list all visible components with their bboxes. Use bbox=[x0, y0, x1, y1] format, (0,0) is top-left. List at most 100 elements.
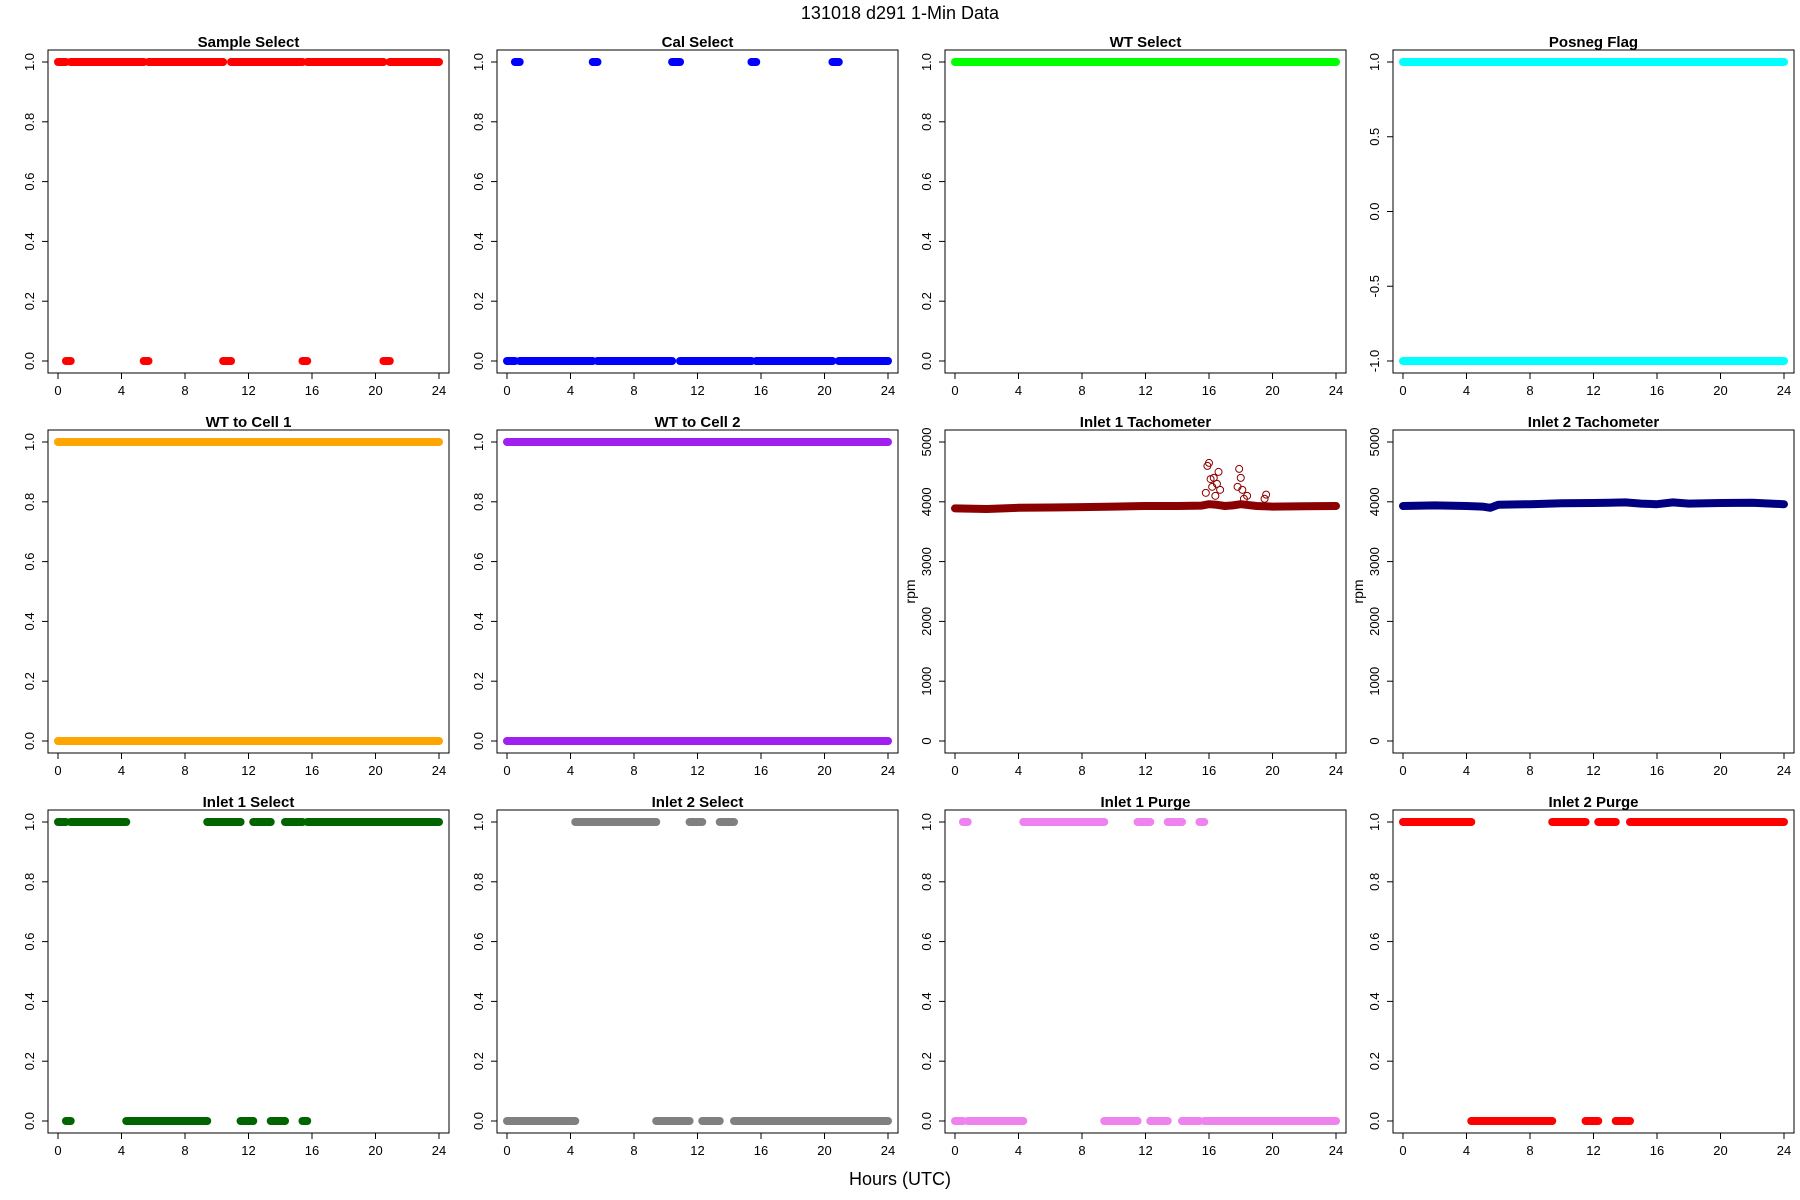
y-tick-label: 0.2 bbox=[22, 672, 37, 690]
x-tick-label: 4 bbox=[567, 1143, 574, 1158]
y-axis-label: rpm bbox=[1350, 579, 1366, 603]
x-tick-label: 20 bbox=[1713, 763, 1727, 778]
plot-frame bbox=[496, 809, 899, 1134]
data-point bbox=[1209, 473, 1218, 482]
panel-title: WT to Cell 2 bbox=[655, 414, 741, 431]
y-tick-label: 0.2 bbox=[919, 292, 934, 310]
y-tick-label: 4000 bbox=[1367, 487, 1382, 516]
x-tick-label: 8 bbox=[181, 763, 188, 778]
y-tick-label: 5000 bbox=[1367, 428, 1382, 457]
chart-panel: Sample Select 0 4 8 12 16 20 24 0.0 0.2 0.4 0.6 0.8 1… bbox=[22, 34, 450, 398]
y-tick-label: 0.8 bbox=[22, 873, 37, 891]
y-tick-label: 0.4 bbox=[919, 992, 934, 1010]
data-point bbox=[1238, 485, 1247, 494]
x-tick-label: 0 bbox=[54, 1143, 61, 1158]
x-tick-label: 8 bbox=[630, 383, 637, 398]
x-tick-label: 8 bbox=[1078, 383, 1085, 398]
x-tick-label: 16 bbox=[1202, 763, 1216, 778]
y-tick-label: 0 bbox=[1367, 737, 1382, 744]
y-tick-label: 1.0 bbox=[1367, 53, 1382, 71]
panel-title: Cal Select bbox=[662, 34, 734, 51]
x-tick-label: 0 bbox=[951, 383, 958, 398]
x-tick-label: 24 bbox=[432, 763, 446, 778]
x-tick-label: 12 bbox=[241, 383, 255, 398]
x-tick-label: 0 bbox=[54, 383, 61, 398]
x-tick-label: 12 bbox=[1138, 763, 1152, 778]
plot-frame bbox=[944, 49, 1347, 374]
y-tick-label: 0.2 bbox=[471, 292, 486, 310]
x-tick-label: 16 bbox=[305, 1143, 319, 1158]
x-tick-label: 0 bbox=[503, 763, 510, 778]
y-tick-label: 0.2 bbox=[919, 1052, 934, 1070]
x-tick-label: 20 bbox=[1265, 763, 1279, 778]
panel-title: Inlet 2 Purge bbox=[1548, 794, 1638, 811]
x-tick-label: 24 bbox=[881, 763, 895, 778]
y-tick-label: 4000 bbox=[919, 487, 934, 516]
x-tick-label: 20 bbox=[817, 763, 831, 778]
plot-frame bbox=[944, 429, 1347, 754]
x-tick-label: 0 bbox=[951, 763, 958, 778]
x-tick-label: 4 bbox=[1463, 763, 1470, 778]
x-tick-label: 0 bbox=[54, 763, 61, 778]
y-tick-label: 0.0 bbox=[22, 352, 37, 370]
x-tick-label: 8 bbox=[630, 763, 637, 778]
x-tick-label: 16 bbox=[1202, 383, 1216, 398]
y-tick-label: 1000 bbox=[919, 667, 934, 696]
y-tick-label: 1.0 bbox=[919, 813, 934, 831]
x-tick-label: 0 bbox=[1399, 383, 1406, 398]
x-tick-label: 16 bbox=[754, 383, 768, 398]
figure-title: 131018 d291 1-Min Data bbox=[801, 3, 1000, 23]
x-tick-label: 8 bbox=[1526, 763, 1533, 778]
y-tick-label: 0.0 bbox=[471, 1112, 486, 1130]
y-tick-label: 0.8 bbox=[22, 113, 37, 131]
x-tick-label: 16 bbox=[1650, 763, 1664, 778]
y-tick-label: 0 bbox=[919, 737, 934, 744]
x-tick-label: 0 bbox=[1399, 763, 1406, 778]
x-tick-label: 20 bbox=[368, 763, 382, 778]
y-tick-label: 0.2 bbox=[471, 672, 486, 690]
x-tick-label: 8 bbox=[181, 1143, 188, 1158]
figure-x-axis-label: Hours (UTC) bbox=[849, 1169, 951, 1189]
y-tick-label: -0.5 bbox=[1367, 275, 1382, 297]
chart-panel: Cal Select 0 4 8 12 16 20 24 0.0 0.2 0.4 0.6 0.8 1.0 bbox=[471, 34, 899, 398]
data-point bbox=[1201, 488, 1210, 497]
x-tick-label: 12 bbox=[1586, 763, 1600, 778]
y-tick-label: 0.8 bbox=[471, 113, 486, 131]
chart-panel: Inlet 1 Tachometer 0 4 8 12 16 20 24 0 1000 2000 30… bbox=[902, 414, 1347, 778]
x-tick-label: 0 bbox=[1399, 1143, 1406, 1158]
y-tick-label: 0.6 bbox=[471, 553, 486, 571]
chart-panel: Inlet 2 Purge 0 4 8 12 16 20 24 0.0 0.2 0.4 0.6 0.8 1… bbox=[1367, 794, 1795, 1158]
x-tick-label: 12 bbox=[690, 763, 704, 778]
plot-frame bbox=[47, 429, 450, 754]
x-tick-label: 4 bbox=[1015, 1143, 1022, 1158]
plot-frame bbox=[1392, 49, 1795, 374]
data-point bbox=[1211, 491, 1220, 500]
y-tick-label: 0.0 bbox=[22, 1112, 37, 1130]
data-point bbox=[1243, 491, 1252, 500]
x-tick-label: 0 bbox=[503, 383, 510, 398]
y-tick-label: 1.0 bbox=[22, 433, 37, 451]
y-tick-label: 0.8 bbox=[471, 873, 486, 891]
y-tick-label: 0.8 bbox=[919, 113, 934, 131]
chart-panel: WT Select 0 4 8 12 16 20 24 0.0 0.2 0.4 0.6 0.8 1.0 bbox=[919, 34, 1347, 398]
panel-title: Inlet 2 Tachometer bbox=[1528, 414, 1660, 431]
x-tick-label: 8 bbox=[1078, 763, 1085, 778]
y-tick-label: 0.4 bbox=[471, 612, 486, 630]
x-tick-label: 8 bbox=[630, 1143, 637, 1158]
panel-title: WT Select bbox=[1110, 34, 1182, 51]
data-series bbox=[951, 500, 1340, 513]
y-tick-label: 0.6 bbox=[22, 173, 37, 191]
y-tick-label: 0.6 bbox=[471, 933, 486, 951]
x-tick-label: 24 bbox=[1329, 383, 1343, 398]
x-tick-label: 20 bbox=[817, 1143, 831, 1158]
plot-frame bbox=[496, 49, 899, 374]
x-tick-label: 24 bbox=[1329, 1143, 1343, 1158]
x-tick-label: 4 bbox=[1463, 383, 1470, 398]
y-tick-label: 0.4 bbox=[1367, 992, 1382, 1010]
y-tick-label: 0.4 bbox=[919, 232, 934, 250]
y-tick-label: 0.6 bbox=[22, 553, 37, 571]
x-tick-label: 12 bbox=[1586, 383, 1600, 398]
chart-panel: WT to Cell 2 0 4 8 12 16 20 24 0.0 0.2 0.4 0.6 0.8 1.… bbox=[471, 414, 899, 778]
y-tick-label: 2000 bbox=[919, 607, 934, 636]
